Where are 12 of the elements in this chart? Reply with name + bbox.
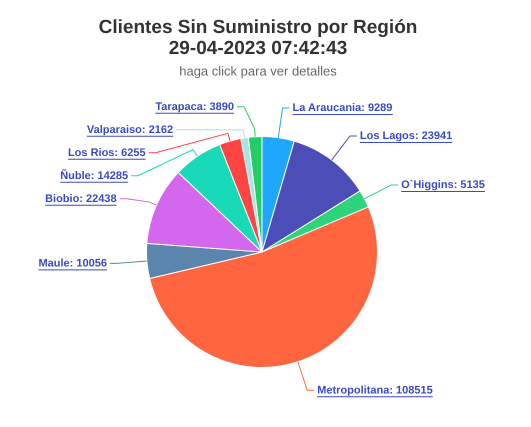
chart-subtitle: haga click para ver detalles [179,64,338,79]
data-label: Los Rios: 6255 [68,146,146,159]
chart-title: Clientes Sin Suministro por Región 29-04-2023 07:42:43 [98,17,418,60]
data-label: Biobio: 22438 [45,192,117,205]
data-label: Metropolitana: 108515 [317,384,433,396]
data-label: La Araucania: 9289 [292,102,392,114]
data-label: Ñuble: 14285 [60,168,128,182]
data-label: Maule: 10056 [38,257,107,270]
data-label: Tarapaca: 3890 [155,100,234,113]
data-label: Valparaiso: 2162 [86,124,174,136]
data-label: O`Higgins: 5135 [401,179,485,191]
data-label: Los Lagos: 23941 [360,130,452,142]
